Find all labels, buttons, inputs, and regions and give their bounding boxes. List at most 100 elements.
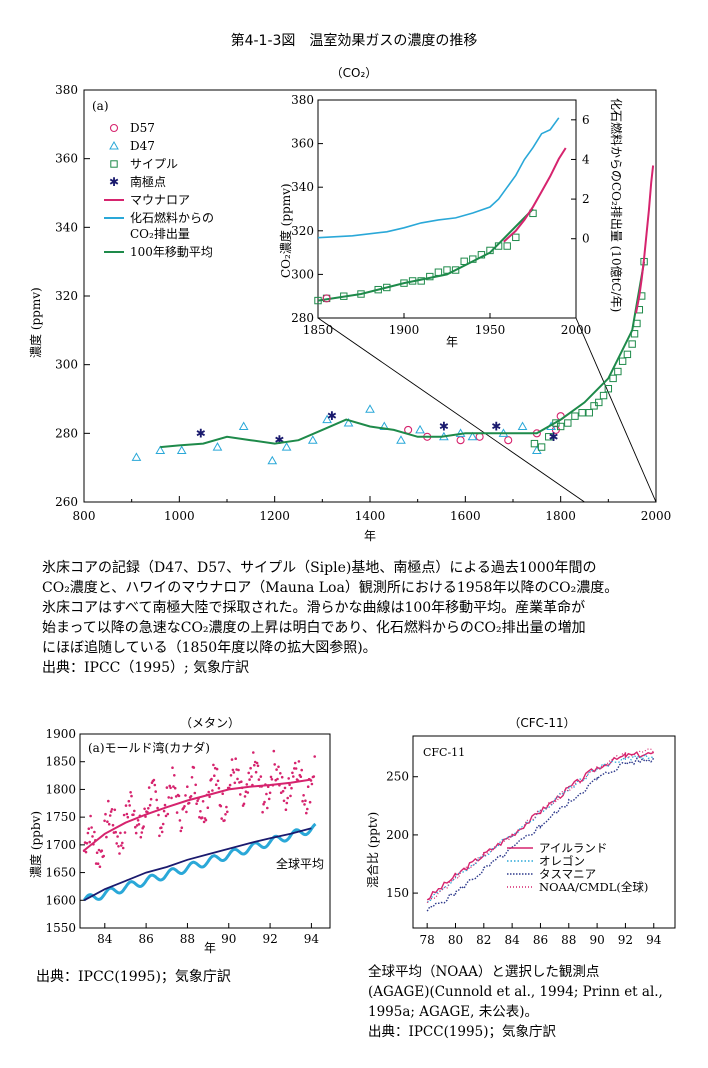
co2-point-サイプル: [564, 419, 572, 427]
methane-point-mould-bay: [304, 799, 307, 802]
methane-point-mould-bay: [162, 809, 166, 813]
methane-point-mould-bay: [105, 835, 108, 839]
x-tick-label: 86: [533, 933, 548, 947]
x-tick-label: 92: [262, 932, 277, 946]
methane-point-mould-bay: [97, 848, 101, 852]
methane-point-mould-bay: [127, 799, 131, 803]
inset-y-tick-label: 360: [291, 137, 314, 151]
mould-bay-fit-line: [83, 778, 312, 852]
methane-point-mould-bay: [173, 786, 177, 790]
co2-point-サイプル: [628, 340, 636, 348]
co2-point-サイプル: [545, 433, 553, 441]
y-axis-label: 混合比 (pptv): [365, 812, 380, 888]
methane-point-mould-bay: [152, 778, 156, 782]
inset-y-tick-label: 300: [291, 267, 314, 281]
methane-point-mould-bay: [90, 826, 93, 829]
inset-frame: [317, 99, 577, 319]
methane-point-mould-bay: [142, 825, 145, 828]
methane-point-mould-bay: [220, 817, 223, 820]
x-axis-label: 年: [364, 529, 376, 543]
co2-point-サイプル: [614, 367, 622, 376]
methane-point-mould-bay: [89, 814, 92, 818]
methane-point-mould-bay: [285, 801, 289, 805]
co2-point-D47: [396, 435, 406, 444]
legend-label: D47: [130, 139, 155, 153]
co2-point-D47: [467, 431, 478, 441]
co2-caption: 氷床コアの記録（D47、D57、サイプル（Siple)基地、南極点）による過去1…: [42, 560, 619, 676]
methane-point-mould-bay: [259, 775, 263, 778]
y-tick-label: 1650: [45, 866, 76, 880]
methane-point-mould-bay: [167, 796, 170, 799]
methane-chart: 84 86 88 90 92 94 1550 1600 1650 1700 1750 1800 1850…: [28, 728, 331, 955]
methane-point-mould-bay: [281, 789, 285, 793]
legend-label: NOAA/CMDL(全球): [539, 880, 648, 894]
co2-point-D47: [307, 435, 318, 444]
methane-point-mould-bay: [102, 854, 105, 858]
methane-point-mould-bay: [129, 791, 132, 794]
inset-siple-point: [383, 283, 391, 292]
methane-point-mould-bay: [229, 774, 233, 777]
methane-point-mould-bay: [137, 823, 141, 826]
methane-point-mould-bay: [237, 768, 240, 772]
inset-x-tick-label: 2000: [561, 323, 592, 337]
plot-frame: [412, 735, 676, 929]
legend-label: サイプル: [130, 157, 178, 171]
zoom-line: [575, 317, 657, 503]
methane-point-mould-bay: [94, 862, 98, 865]
legend-marker: [109, 123, 119, 133]
legend-label: アイルランド: [539, 841, 607, 855]
methane-point-mould-bay: [213, 774, 216, 777]
co2-point-D47: [281, 442, 292, 451]
methane-point-mould-bay: [108, 814, 112, 817]
methane-point-mould-bay: [217, 786, 221, 790]
methane-point-mould-bay: [254, 770, 258, 774]
methane-point-mould-bay: [95, 851, 99, 854]
methane-point-mould-bay: [210, 777, 213, 781]
methane-point-mould-bay: [87, 827, 91, 830]
inset-y2-axis-label: 化石燃料からのCO₂排出量 (10億tC/年): [609, 98, 624, 312]
methane-point-mould-bay: [231, 768, 235, 772]
methane-point-mould-bay: [170, 796, 173, 800]
methane-point-mould-bay: [130, 794, 133, 798]
methane-point-mould-bay: [122, 813, 126, 817]
co2-point-サイプル: [609, 374, 617, 383]
x-tick-label: 90: [589, 933, 604, 947]
methane-point-mould-bay: [277, 765, 280, 769]
methane-point-mould-bay: [154, 790, 157, 793]
methane-point-mould-bay: [107, 799, 110, 803]
methane-point-mould-bay: [136, 819, 140, 822]
methane-point-mould-bay: [275, 768, 278, 771]
methane-source: 出典：IPCC(1995)；気象庁訳: [36, 969, 231, 985]
legend-marker: [110, 160, 118, 168]
cfc-caption: 全球平均（NOAA）と選択した観測点 (AGAGE)(Cunnold et al…: [368, 964, 663, 1040]
x-tick-label: 1000: [164, 509, 195, 523]
methane-point-mould-bay: [98, 865, 102, 868]
methane-point-mould-bay: [85, 841, 89, 845]
methane-point-mould-bay: [155, 798, 158, 802]
methane-point-mould-bay: [239, 793, 242, 796]
inset-x-tick-label: 1850: [303, 323, 334, 337]
methane-point-mould-bay: [133, 809, 136, 813]
cfc-series-line: [426, 757, 655, 912]
inset-y2-tick-label: 4: [582, 152, 590, 166]
inset-siple-point: [494, 242, 503, 250]
inset-siple-point: [374, 285, 382, 294]
global-mean-line: [83, 827, 312, 902]
y-tick-label: 360: [55, 152, 78, 166]
methane-point-mould-bay: [221, 792, 224, 795]
methane-point-mould-bay: [226, 810, 229, 814]
methane-point-mould-bay: [163, 803, 167, 807]
methane-point-mould-bay: [305, 811, 308, 815]
methane-point-mould-bay: [106, 820, 109, 823]
methane-point-mould-bay: [199, 810, 202, 813]
x-axis-label: 年: [204, 941, 216, 955]
methane-point-mould-bay: [206, 806, 210, 809]
cfc-series-line: [426, 751, 655, 901]
methane-point-mould-bay: [248, 778, 251, 781]
co2-point-サイプル: [599, 391, 608, 400]
methane-point-mould-bay: [113, 808, 117, 812]
y-tick-label: 1900: [45, 728, 76, 741]
inset-siple-point: [408, 277, 417, 285]
methane-point-mould-bay: [165, 786, 169, 789]
co2-point-D47: [155, 445, 166, 454]
